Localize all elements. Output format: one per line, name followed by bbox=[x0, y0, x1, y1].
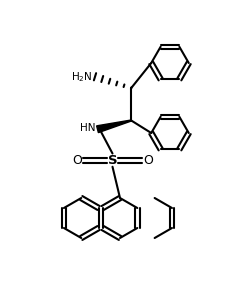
Text: O: O bbox=[143, 154, 153, 167]
Polygon shape bbox=[96, 120, 132, 133]
Text: HN: HN bbox=[80, 123, 96, 133]
Text: S: S bbox=[108, 154, 117, 167]
Text: $\mathregular{H_2N}$: $\mathregular{H_2N}$ bbox=[72, 70, 93, 84]
Text: O: O bbox=[72, 154, 82, 167]
